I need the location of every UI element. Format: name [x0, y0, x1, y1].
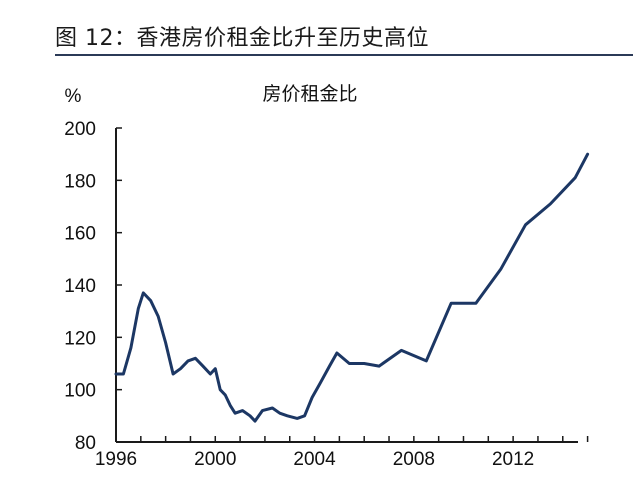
y-tick-label: 160 — [64, 224, 96, 245]
plot-area — [114, 152, 590, 423]
x-tick-label: 1996 — [95, 449, 137, 470]
y-tick-label: 80 — [75, 433, 96, 454]
y-tick-label: 200 — [64, 119, 96, 140]
y-tick-label: 180 — [64, 171, 96, 192]
axes: 80 100 120 140 160 180 200 1996 2000 2004 2008 2012 — [64, 119, 589, 470]
x-tick-label: 2012 — [492, 449, 534, 470]
title-divider — [55, 54, 633, 56]
x-tick-label: 2000 — [194, 449, 236, 470]
chart-title: 房价租金比 — [262, 83, 357, 105]
y-tick-label: 120 — [64, 328, 96, 349]
series-line — [114, 152, 590, 423]
x-tick-label: 2008 — [393, 449, 435, 470]
y-tick-label: 140 — [64, 276, 96, 297]
y-axis-unit: % — [65, 86, 82, 107]
y-tick-label: 100 — [64, 381, 96, 402]
x-tick-label: 2004 — [293, 449, 336, 470]
figure-title: 图 12：香港房价租金比升至历史高位 — [55, 26, 429, 51]
